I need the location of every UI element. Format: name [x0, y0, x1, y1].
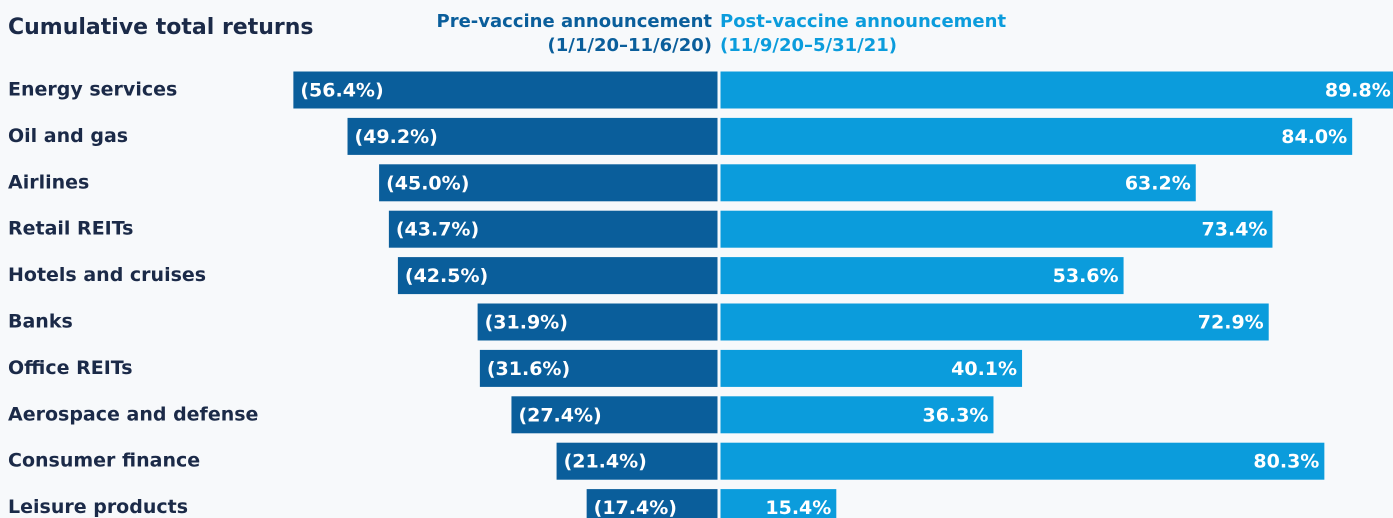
value-label: 80.3% — [1253, 451, 1319, 473]
bar — [720, 442, 1325, 480]
value-label: 40.1% — [951, 358, 1017, 380]
category-label: Hotels and cruises — [8, 264, 206, 286]
category-label: Energy services — [8, 79, 177, 101]
value-label: (17.4%) — [594, 497, 677, 518]
bar — [379, 164, 718, 202]
bar — [720, 349, 1023, 387]
value-label: (49.2%) — [355, 126, 438, 148]
value-label: (56.4%) — [300, 80, 383, 102]
bar — [511, 396, 718, 434]
bar — [720, 164, 1196, 202]
value-label: 89.8% — [1325, 80, 1391, 102]
bar — [347, 117, 718, 155]
value-label: (31.6%) — [487, 358, 570, 380]
category-label: Airlines — [8, 171, 89, 193]
value-label: 63.2% — [1125, 172, 1191, 194]
value-label: (42.5%) — [405, 265, 488, 287]
bar — [479, 349, 718, 387]
category-label: Consumer finance — [8, 450, 200, 472]
category-label: Oil and gas — [8, 125, 128, 147]
category-label: Retail REITs — [8, 218, 134, 240]
value-label: 36.3% — [923, 404, 989, 426]
value-label: 15.4% — [765, 497, 831, 518]
value-label: 84.0% — [1281, 126, 1347, 148]
category-label: Banks — [8, 311, 73, 333]
bar — [293, 71, 718, 109]
value-label: 73.4% — [1202, 219, 1268, 241]
bar — [720, 396, 994, 434]
value-label: (27.4%) — [518, 404, 601, 426]
bar — [720, 489, 837, 518]
value-label: (31.9%) — [485, 312, 568, 334]
bar — [586, 489, 718, 518]
bar — [720, 303, 1269, 341]
value-label: 53.6% — [1053, 265, 1119, 287]
bar — [720, 257, 1124, 295]
legend-period: (11/9/20–5/31/21) — [720, 35, 897, 56]
chart-title: Cumulative total returns — [8, 15, 314, 40]
bar — [388, 210, 718, 248]
bar — [720, 71, 1393, 109]
legend-entry: Pre-vaccine announcement — [437, 11, 713, 32]
legend-entry: Post-vaccine announcement — [720, 11, 1006, 32]
bar — [556, 442, 718, 480]
value-label: 72.9% — [1198, 312, 1264, 334]
bar — [720, 117, 1353, 155]
category-label: Leisure products — [8, 496, 188, 518]
bar — [477, 303, 718, 341]
value-label: (21.4%) — [564, 451, 647, 473]
category-label: Office REITs — [8, 357, 133, 379]
value-label: (45.0%) — [386, 172, 469, 194]
legend-period: (1/1/20–11/6/20) — [548, 35, 712, 56]
value-label: (43.7%) — [396, 219, 479, 241]
bar — [397, 257, 718, 295]
category-label: Aerospace and defense — [8, 403, 258, 425]
bar — [720, 210, 1273, 248]
